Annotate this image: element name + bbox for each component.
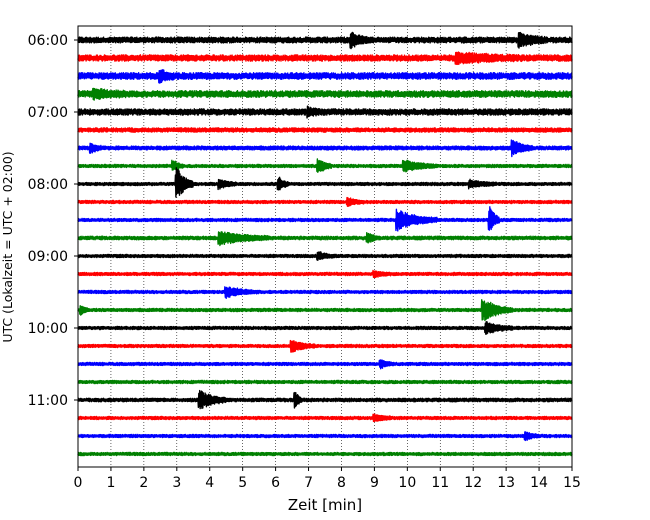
x-tick-label: 3 <box>172 475 181 491</box>
y-tick-label: 07:00 <box>28 105 68 121</box>
x-tick-label: 4 <box>205 475 214 491</box>
y-axis-ticks: 06:00 07:00 08:00 09:00 10:00 11:00 <box>28 33 78 409</box>
plot-frame <box>77 25 573 468</box>
x-tick-label: 9 <box>370 475 379 491</box>
trace-line <box>77 31 573 50</box>
trace-line <box>77 321 573 335</box>
trace-line <box>77 379 573 385</box>
x-tick-label: 8 <box>337 475 346 491</box>
trace-line <box>77 167 573 198</box>
trace-line <box>77 231 573 247</box>
x-tick-label: 0 <box>74 475 83 491</box>
trace-line <box>77 105 573 119</box>
trace-line <box>77 51 573 66</box>
trace-line <box>77 206 573 232</box>
x-tick-label: 10 <box>398 475 416 491</box>
trace-line <box>77 359 573 370</box>
trace-line <box>77 196 573 207</box>
x-axis-ticks: 0 1 2 3 4 5 6 7 8 9 10 11 12 13 14 15 <box>74 467 581 491</box>
y-tick-label: 09:00 <box>28 249 68 265</box>
trace-line <box>77 286 573 299</box>
x-tick-label: 15 <box>563 475 581 491</box>
trace-line <box>77 451 573 457</box>
trace-line <box>77 127 573 133</box>
trace-line <box>77 269 573 279</box>
seismic-traces <box>77 31 573 457</box>
y-axis-label: UTC (Lokalzeit = UTC + 02:00) <box>0 151 15 342</box>
x-tick-label: 6 <box>271 475 280 491</box>
y-tick-label: 10:00 <box>28 321 68 337</box>
y-tick-label: 06:00 <box>28 33 68 49</box>
x-tick-label: 13 <box>497 475 515 491</box>
trace-line <box>77 413 573 423</box>
trace-line <box>77 87 573 101</box>
trace-line <box>77 299 573 322</box>
trace-line <box>77 69 573 84</box>
trace-line <box>77 339 573 353</box>
trace-line <box>77 251 573 261</box>
trace-line <box>77 431 573 442</box>
x-tick-label: 7 <box>304 475 313 491</box>
x-tick-label: 11 <box>431 475 449 491</box>
x-tick-label: 2 <box>139 475 148 491</box>
trace-line <box>77 389 573 410</box>
x-tick-label: 14 <box>530 475 548 491</box>
y-tick-label: 11:00 <box>28 393 68 409</box>
y-tick-label: 08:00 <box>28 177 68 193</box>
x-tick-label: 1 <box>106 475 115 491</box>
x-tick-label: 5 <box>238 475 247 491</box>
trace-line <box>77 158 573 173</box>
trace-line <box>77 139 573 158</box>
x-axis-label: Zeit [min] <box>288 496 362 514</box>
x-tick-label: 12 <box>464 475 482 491</box>
